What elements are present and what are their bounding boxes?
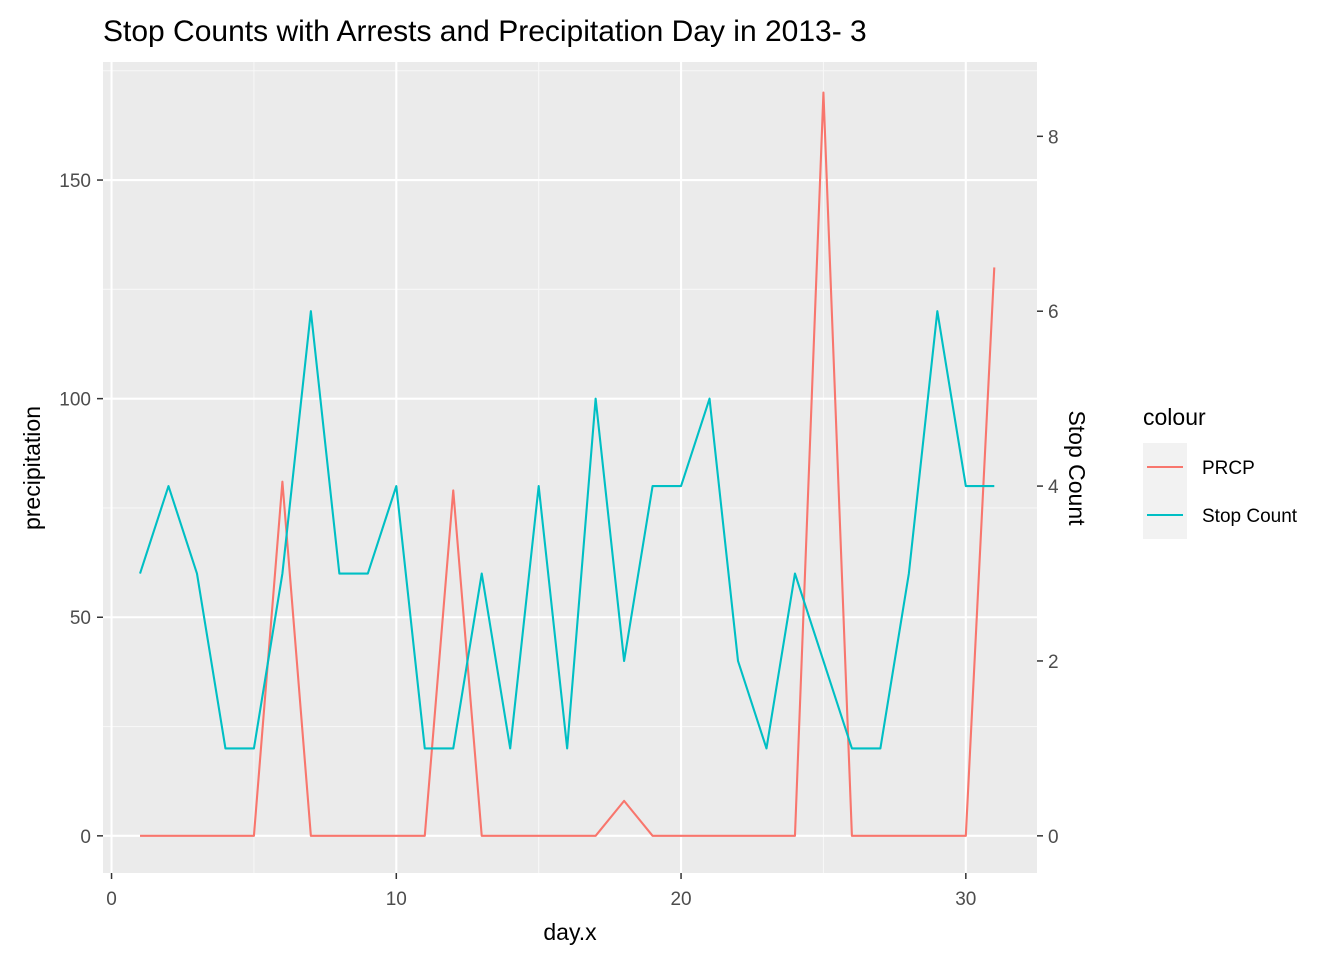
minor-gridlines <box>103 62 1037 873</box>
series-line-stop-count <box>139 310 995 750</box>
y-tick-label: 100 <box>59 390 91 411</box>
y2-tick-label: 4 <box>1048 477 1059 498</box>
y-tick-label: 0 <box>80 827 91 848</box>
legend: colour PRCP Stop Count <box>1143 404 1298 539</box>
chart-title: Stop Counts with Arrests and Precipitati… <box>103 15 867 48</box>
y2-axis-title: Stop Count <box>1064 410 1090 526</box>
legend-label-prcp: PRCP <box>1202 458 1255 479</box>
y-tick-label: 50 <box>70 608 91 629</box>
series-lines <box>139 91 996 837</box>
x-axis-title: day.x <box>543 919 597 945</box>
legend-label-stop-count: Stop Count <box>1202 506 1298 527</box>
x-tick-label: 0 <box>106 889 117 910</box>
legend-title: colour <box>1143 404 1206 430</box>
y2-tick-label: 2 <box>1048 652 1059 673</box>
right-axis-ticks: 0 2 4 6 8 <box>1037 127 1059 848</box>
y2-tick-label: 8 <box>1048 127 1059 148</box>
y2-tick-label: 6 <box>1048 302 1059 323</box>
left-axis-ticks: 0 50 100 150 <box>59 171 103 848</box>
bottom-axis-ticks: 0 10 20 30 <box>106 873 976 910</box>
y2-tick-label: 0 <box>1048 827 1059 848</box>
x-tick-label: 10 <box>386 889 407 910</box>
y-tick-label: 150 <box>59 171 91 192</box>
series-line-prcp <box>140 91 996 837</box>
x-tick-label: 20 <box>670 889 691 910</box>
major-gridlines <box>103 62 1037 873</box>
y-axis-title: precipitation <box>19 406 45 530</box>
x-tick-label: 30 <box>955 889 976 910</box>
plot-panel <box>103 62 1037 873</box>
